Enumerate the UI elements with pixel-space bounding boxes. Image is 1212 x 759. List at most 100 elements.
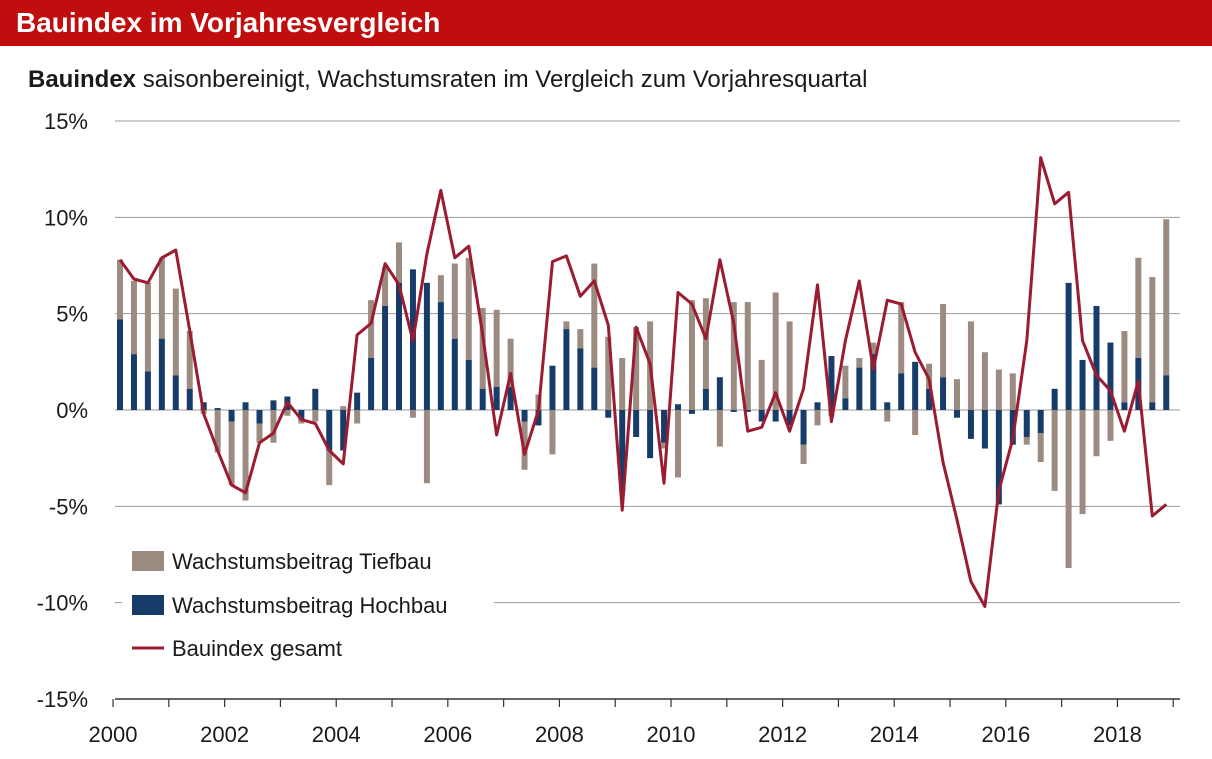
hochbau-bar xyxy=(1037,410,1044,434)
tiefbau-bar xyxy=(1079,410,1086,515)
tiefbau-bar xyxy=(465,257,472,360)
tiefbau-bar xyxy=(354,410,361,424)
hochbau-bar xyxy=(507,386,514,410)
hochbau-bar xyxy=(298,410,305,420)
gesamt-line-group xyxy=(118,156,1168,608)
y-tick-label: -5% xyxy=(49,494,88,519)
subtitle-rest: saisonbereinigt, Wachstumsraten im Vergl… xyxy=(142,66,868,93)
hochbau-bar xyxy=(1149,402,1156,410)
hochbau-bar xyxy=(1065,282,1072,410)
tiefbau-bar xyxy=(758,359,765,410)
tiefbau-bar xyxy=(1107,410,1114,441)
hochbau-bar xyxy=(926,388,933,410)
tiefbau-bar xyxy=(591,263,598,368)
hochbau-bar xyxy=(647,410,654,459)
tiefbau-bar xyxy=(214,410,221,453)
tiefbau-bar xyxy=(1023,436,1030,445)
tiefbau-bar xyxy=(158,257,165,339)
tiefbau-bar xyxy=(186,331,193,389)
tiefbau-bar xyxy=(940,304,947,378)
hochbau-bar xyxy=(549,365,556,410)
hochbau-bar xyxy=(995,410,1002,505)
hochbau-bar xyxy=(981,410,988,449)
tiefbau-bar xyxy=(842,365,849,399)
tiefbau-bar xyxy=(256,423,263,443)
hochbau-bar xyxy=(117,319,123,410)
hochbau-bar xyxy=(186,388,193,410)
tiefbau-bar xyxy=(856,357,863,368)
hochbau-bar xyxy=(661,410,668,443)
hochbau-bar xyxy=(144,371,151,410)
tiefbau-bar xyxy=(716,410,723,447)
hochbau-bar xyxy=(1107,342,1114,410)
hochbau-bar xyxy=(898,373,905,410)
hochbau-bar xyxy=(396,282,402,410)
hochbau-bar xyxy=(828,356,835,410)
hochbau-bar xyxy=(158,338,165,410)
tiefbau-bar xyxy=(772,292,779,410)
tiefbau-bar xyxy=(954,379,960,410)
hochbau-bar xyxy=(451,338,458,410)
hochbau-bar xyxy=(1009,410,1016,445)
tiefbau-bar xyxy=(730,302,737,410)
hochbau-bar xyxy=(772,410,779,422)
gridlines xyxy=(115,120,1180,604)
hochbau-bar xyxy=(605,410,612,418)
tiefbau-bar xyxy=(270,410,277,443)
y-tick-label: -10% xyxy=(37,591,88,616)
tiefbau-bar xyxy=(884,410,891,422)
hochbau-bar xyxy=(842,398,849,410)
tiefbau-bar xyxy=(633,327,640,410)
hochbau-bar xyxy=(228,410,235,422)
legend-tiefbau-label: Wachstumsbeitrag Tiefbau xyxy=(172,549,432,574)
hochbau-bar xyxy=(354,392,361,410)
tiefbau-bar xyxy=(242,410,249,501)
hochbau-bar xyxy=(479,388,486,410)
x-tick-label: 2014 xyxy=(870,722,919,747)
hochbau-bar xyxy=(326,410,333,451)
tiefbau-bar xyxy=(1093,410,1100,457)
tiefbau-bar xyxy=(340,406,347,410)
tiefbau-bar xyxy=(549,410,556,455)
tiefbau-bar xyxy=(995,369,1002,410)
hochbau-bar xyxy=(423,282,430,410)
hochbau-bar xyxy=(577,348,584,410)
tiefbau-bar xyxy=(619,357,626,410)
legend-hochbau-swatch xyxy=(132,595,164,615)
hochbau-bar xyxy=(814,402,821,410)
tiefbau-bar xyxy=(409,410,416,418)
legend-background xyxy=(122,538,494,668)
hochbau-bar xyxy=(521,410,528,422)
hochbau-bar xyxy=(1163,375,1170,410)
hochbau-bar xyxy=(493,386,500,410)
hochbau-bar xyxy=(270,400,277,410)
tiefbau-bar xyxy=(675,410,681,478)
x-tick-label: 2018 xyxy=(1093,722,1142,747)
chart-title: Bauindex im Vorjahresvergleich xyxy=(16,7,441,38)
hochbau-bar xyxy=(1079,359,1086,410)
hochbau-bar xyxy=(368,357,375,410)
hochbau-bar xyxy=(967,410,974,439)
tiefbau-bar xyxy=(577,329,584,349)
y-tick-label: 15% xyxy=(44,109,88,134)
tiefbau-bar xyxy=(312,410,319,422)
hochbau-bar xyxy=(1023,410,1030,437)
hochbau-bar xyxy=(954,410,960,418)
tiefbau-bar xyxy=(1163,219,1170,376)
tiefbau-bar xyxy=(493,309,500,387)
x-axis: 2000 2002 2004 2006 2008 2010 2012 2014 2016 2018 xyxy=(89,698,1180,747)
tiefbau-bars xyxy=(117,219,1170,568)
subtitle-bold: Bauindex xyxy=(28,66,137,93)
hochbau-bar xyxy=(940,377,947,410)
hochbau-bar xyxy=(675,404,681,410)
tiefbau-bar xyxy=(898,302,905,374)
tiefbau-bar xyxy=(967,321,974,410)
hochbau-bar xyxy=(465,359,472,410)
tiefbau-bar xyxy=(117,259,123,320)
hochbau-bar xyxy=(1051,388,1058,410)
tiefbau-bar xyxy=(702,298,709,389)
header-band xyxy=(0,0,1212,46)
hochbau-bar xyxy=(172,375,179,410)
hochbau-bar xyxy=(633,410,640,437)
